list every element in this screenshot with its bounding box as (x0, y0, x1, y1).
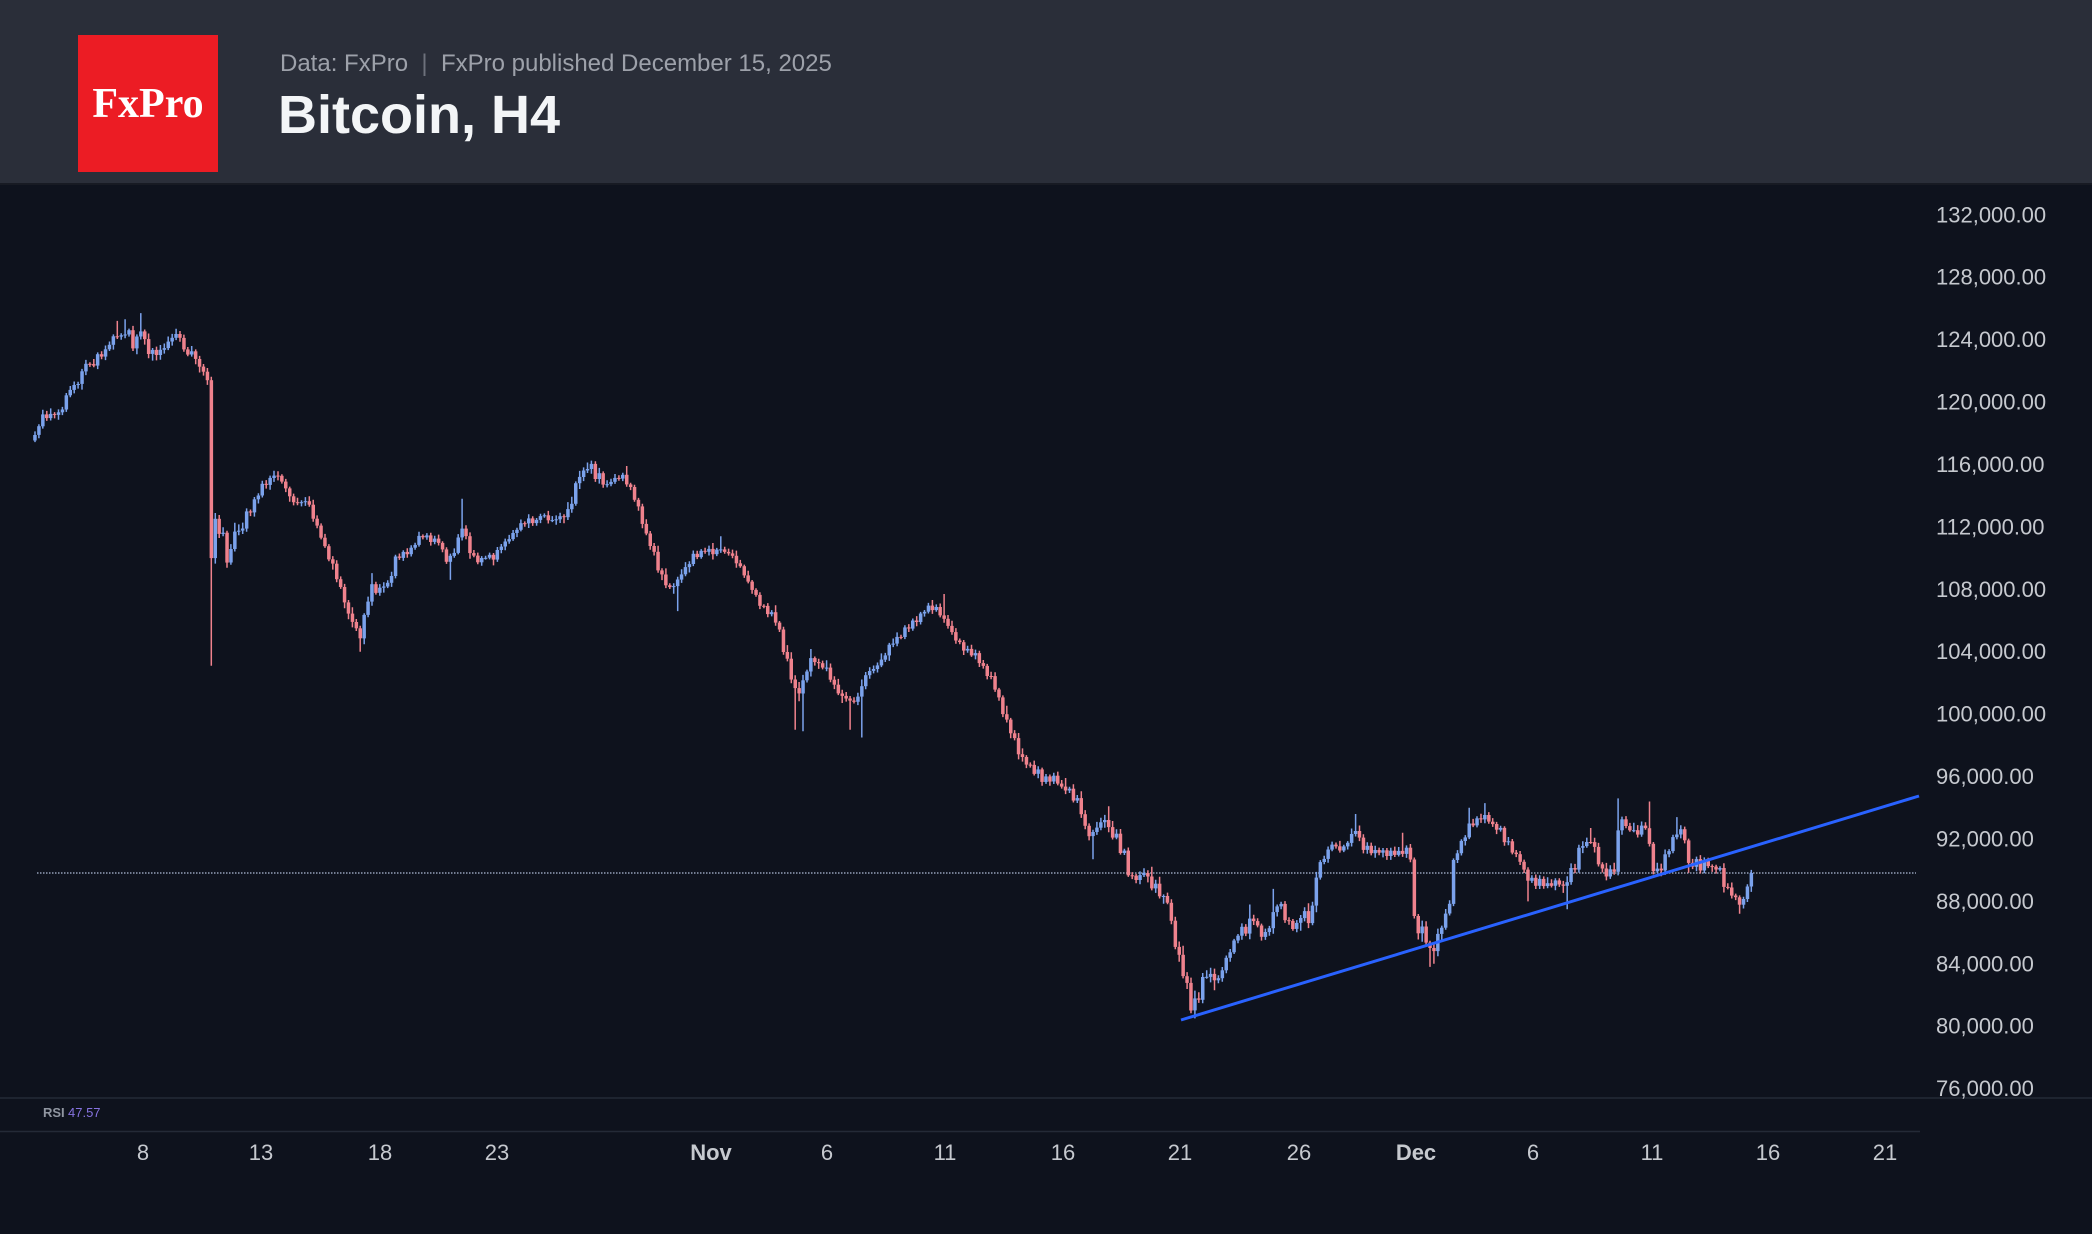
svg-text:84,000.00: 84,000.00 (1936, 951, 2034, 976)
svg-text:Nov: Nov (690, 1140, 732, 1165)
svg-text:96,000.00: 96,000.00 (1936, 764, 2034, 789)
svg-text:128,000.00: 128,000.00 (1936, 265, 2046, 290)
svg-text:16: 16 (1756, 1140, 1780, 1165)
svg-text:100,000.00: 100,000.00 (1936, 702, 2046, 727)
svg-text:13: 13 (249, 1140, 273, 1165)
svg-text:Dec: Dec (1396, 1140, 1436, 1165)
svg-text:120,000.00: 120,000.00 (1936, 390, 2046, 415)
svg-text:6: 6 (1527, 1140, 1539, 1165)
svg-text:92,000.00: 92,000.00 (1936, 826, 2034, 851)
svg-text:21: 21 (1168, 1140, 1192, 1165)
svg-text:Data: FxPro | FxPro publishe: Data: FxPro | FxPro published December 1… (280, 50, 832, 77)
svg-text:112,000.00: 112,000.00 (1936, 514, 2044, 539)
svg-text:11: 11 (1641, 1140, 1664, 1165)
svg-text:132,000.00: 132,000.00 (1936, 202, 2046, 227)
svg-text:21: 21 (1873, 1140, 1897, 1165)
svg-text:11: 11 (934, 1140, 957, 1165)
svg-text:88,000.00: 88,000.00 (1936, 889, 2034, 914)
svg-text:16: 16 (1051, 1140, 1075, 1165)
svg-text:6: 6 (821, 1140, 833, 1165)
svg-text:23: 23 (485, 1140, 509, 1165)
svg-text:Bitcoin, H4: Bitcoin, H4 (278, 85, 560, 145)
svg-text:116,000.00: 116,000.00 (1936, 452, 2044, 477)
svg-text:FxPro: FxPro (92, 81, 203, 127)
svg-text:8: 8 (137, 1140, 149, 1165)
svg-text:108,000.00: 108,000.00 (1936, 577, 2046, 602)
svg-text:RSI: RSI (43, 1105, 65, 1120)
svg-text:104,000.00: 104,000.00 (1936, 639, 2046, 664)
svg-text:124,000.00: 124,000.00 (1936, 327, 2046, 352)
svg-text:26: 26 (1287, 1140, 1311, 1165)
svg-text:76,000.00: 76,000.00 (1936, 1076, 2034, 1101)
svg-text:80,000.00: 80,000.00 (1936, 1014, 2034, 1039)
svg-text:47.57: 47.57 (68, 1105, 101, 1120)
svg-text:18: 18 (368, 1140, 392, 1165)
